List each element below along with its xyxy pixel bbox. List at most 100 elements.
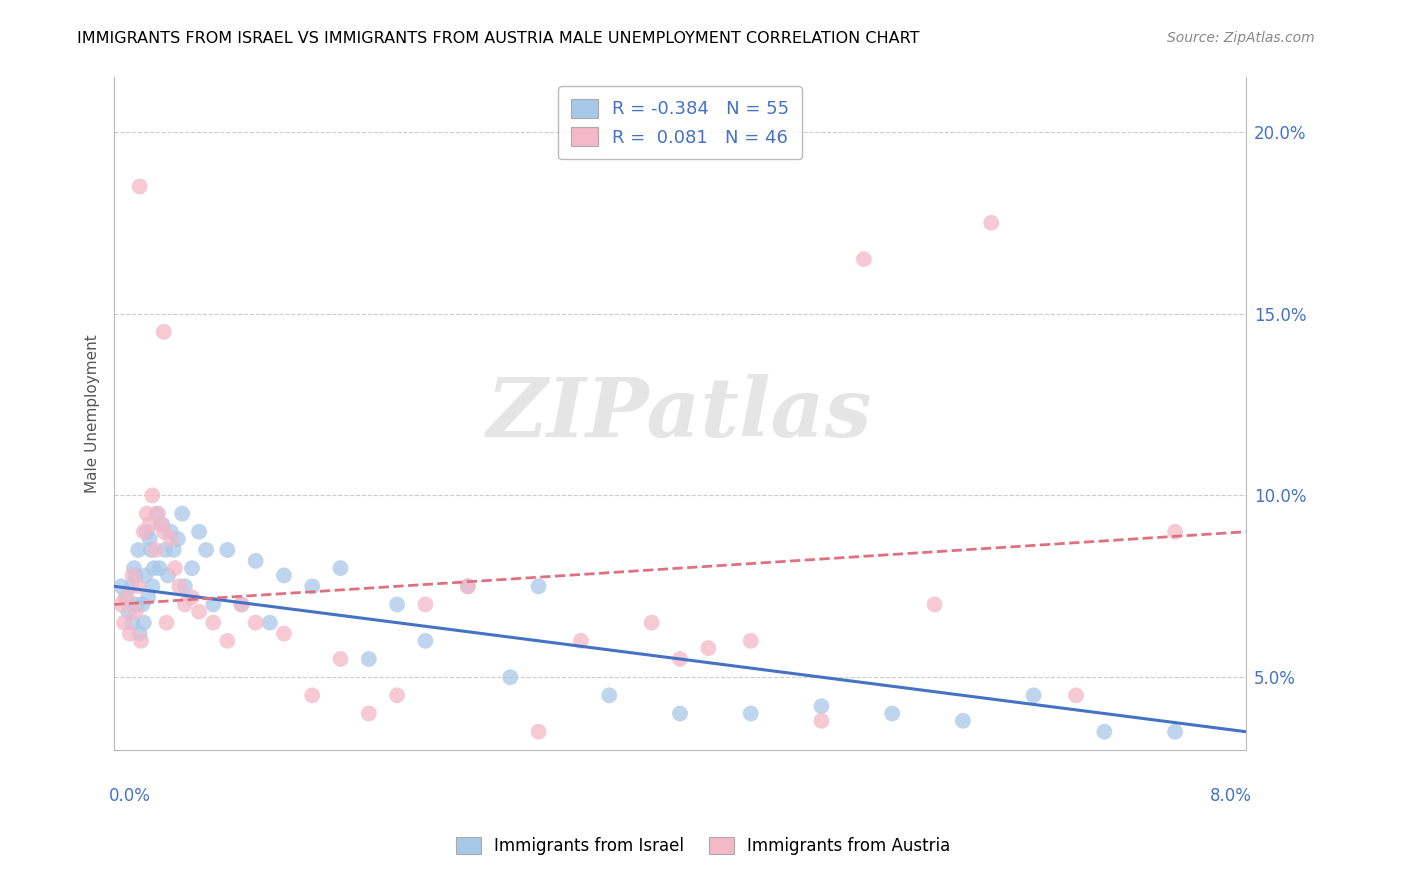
Point <box>329 561 352 575</box>
Point <box>121 615 143 630</box>
Legend: Immigrants from Israel, Immigrants from Austria: Immigrants from Israel, Immigrants from … <box>449 830 957 862</box>
Point <box>141 488 163 502</box>
Point <box>952 714 974 728</box>
Point <box>124 568 146 582</box>
Point <box>125 598 148 612</box>
Point <box>499 670 522 684</box>
Point <box>141 579 163 593</box>
Point <box>273 568 295 582</box>
Point <box>457 579 479 593</box>
Point <box>415 598 437 612</box>
Point <box>127 579 149 593</box>
Point <box>1022 689 1045 703</box>
Point <box>457 579 479 593</box>
Point <box>146 507 169 521</box>
Point <box>121 568 143 582</box>
Point <box>115 591 138 605</box>
Point <box>697 641 720 656</box>
Point <box>852 252 875 267</box>
Point <box>1164 524 1187 539</box>
Point <box>740 633 762 648</box>
Point <box>129 633 152 648</box>
Point <box>132 524 155 539</box>
Text: 8.0%: 8.0% <box>1209 787 1251 805</box>
Point <box>124 605 146 619</box>
Point <box>114 591 136 605</box>
Point <box>120 579 142 593</box>
Point <box>143 543 166 558</box>
Point <box>598 689 620 703</box>
Point <box>527 724 550 739</box>
Text: IMMIGRANTS FROM ISRAEL VS IMMIGRANTS FROM AUSTRIA MALE UNEMPLOYMENT CORRELATION : IMMIGRANTS FROM ISRAEL VS IMMIGRANTS FRO… <box>77 31 920 46</box>
Point <box>301 579 323 593</box>
Point <box>882 706 904 721</box>
Point <box>152 524 174 539</box>
Point <box>167 579 190 593</box>
Point <box>135 507 157 521</box>
Point <box>155 615 177 630</box>
Point <box>159 532 181 546</box>
Point <box>139 543 162 558</box>
Point <box>112 615 135 630</box>
Point <box>273 626 295 640</box>
Point <box>131 598 153 612</box>
Point <box>163 561 186 575</box>
Point <box>259 615 281 630</box>
Legend: R = -0.384   N = 55, R =  0.081   N = 46: R = -0.384 N = 55, R = 0.081 N = 46 <box>558 87 801 160</box>
Point <box>156 568 179 582</box>
Point <box>172 507 194 521</box>
Y-axis label: Male Unemployment: Male Unemployment <box>86 334 100 493</box>
Point <box>150 517 173 532</box>
Point <box>128 626 150 640</box>
Point <box>669 706 692 721</box>
Text: 0.0%: 0.0% <box>108 787 150 805</box>
Point <box>117 605 139 619</box>
Point <box>181 561 204 575</box>
Point <box>174 598 197 612</box>
Point <box>159 524 181 539</box>
Point <box>110 579 132 593</box>
Point <box>669 652 692 666</box>
Point <box>148 561 170 575</box>
Point <box>188 524 211 539</box>
Point <box>132 615 155 630</box>
Point <box>217 633 239 648</box>
Point <box>153 543 176 558</box>
Point <box>740 706 762 721</box>
Point <box>329 652 352 666</box>
Text: Source: ZipAtlas.com: Source: ZipAtlas.com <box>1167 31 1315 45</box>
Point <box>1164 724 1187 739</box>
Point <box>385 689 408 703</box>
Point <box>231 598 253 612</box>
Point <box>924 598 946 612</box>
Point <box>641 615 664 630</box>
Point <box>1092 724 1115 739</box>
Point <box>162 543 184 558</box>
Point <box>152 325 174 339</box>
Point <box>810 699 832 714</box>
Point <box>110 598 132 612</box>
Point <box>1064 689 1087 703</box>
Point <box>245 615 267 630</box>
Point <box>122 561 145 575</box>
Point <box>138 532 160 546</box>
Point <box>357 706 380 721</box>
Point <box>195 543 218 558</box>
Point <box>415 633 437 648</box>
Point <box>188 605 211 619</box>
Point <box>202 598 225 612</box>
Point <box>136 591 159 605</box>
Point <box>134 568 156 582</box>
Point <box>128 179 150 194</box>
Point <box>138 517 160 532</box>
Point <box>135 524 157 539</box>
Point <box>118 626 141 640</box>
Point <box>145 507 167 521</box>
Point <box>202 615 225 630</box>
Point <box>810 714 832 728</box>
Text: ZIPatlas: ZIPatlas <box>488 374 873 454</box>
Point <box>142 561 165 575</box>
Point <box>181 591 204 605</box>
Point <box>127 543 149 558</box>
Point <box>149 517 172 532</box>
